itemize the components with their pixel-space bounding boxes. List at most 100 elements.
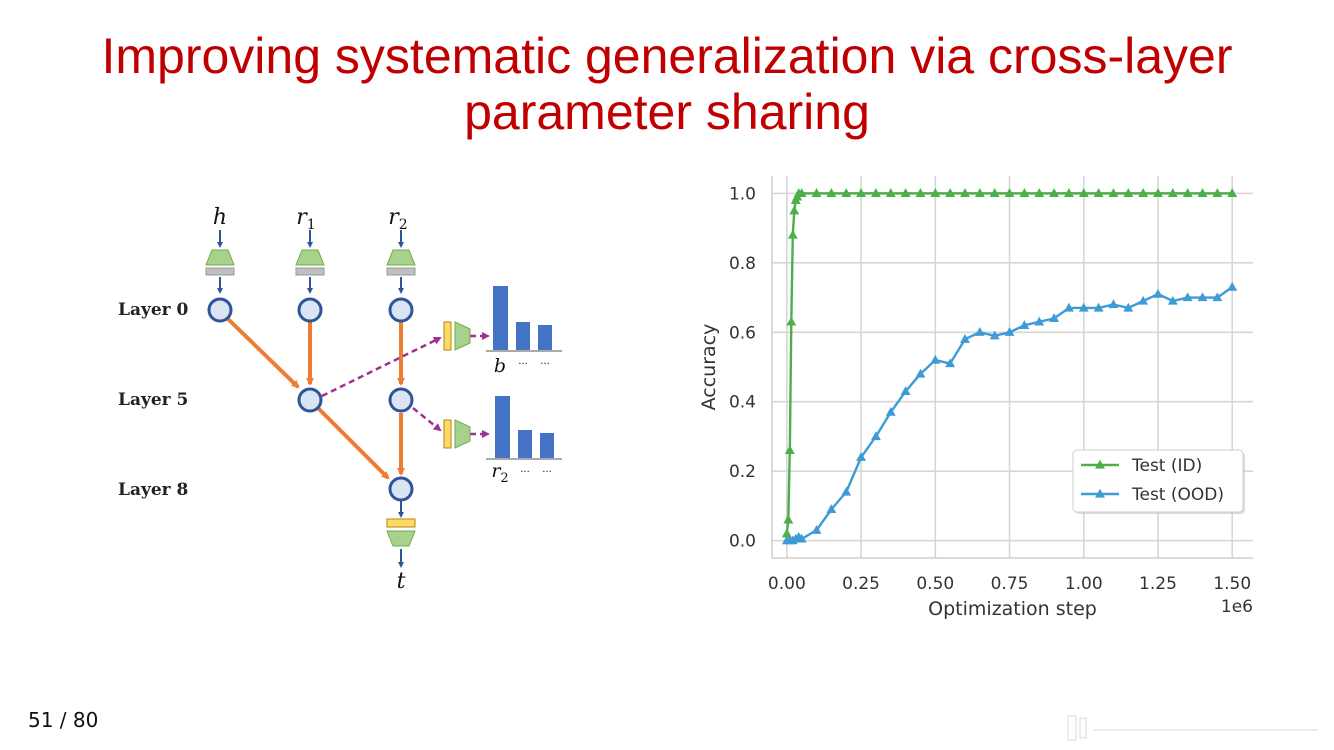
series-0-point (1212, 188, 1223, 198)
series-0-point (1063, 188, 1074, 198)
probe-2-label: r2 (491, 460, 508, 486)
slide-title: Improving systematic generalization via … (0, 28, 1334, 140)
y-axis-label: Accuracy (698, 324, 720, 411)
slide-title-line-2: parameter sharing (464, 84, 870, 140)
series-1-point (915, 368, 926, 378)
series-0-point (786, 316, 797, 326)
series-1-point (1004, 327, 1015, 336)
series-0-point (1167, 188, 1178, 198)
input-label-r1: r1 (296, 205, 315, 233)
series-0-point (781, 528, 792, 538)
series-1-point (1167, 295, 1178, 305)
series-0-point (1227, 188, 1238, 198)
x-tick-label: 0.50 (916, 574, 954, 594)
series-1-point (1153, 288, 1163, 298)
series-1-point (1182, 292, 1193, 302)
node-layer5-bridge (297, 387, 323, 413)
reasoning-edges (225, 316, 405, 480)
series-1-point (1138, 295, 1149, 305)
series-0-point (1078, 188, 1089, 198)
probe-1-label: b (494, 355, 506, 377)
svg-text:···: ··· (518, 359, 528, 370)
series-0-point (1108, 188, 1119, 198)
x-axis-multiplier: 1e6 (1221, 597, 1253, 617)
y-tick-label: 0.0 (729, 532, 756, 552)
series-0-point (841, 188, 852, 198)
series-0-point (1197, 188, 1208, 198)
legend-marker-1 (1095, 488, 1105, 498)
series-1-point (900, 386, 911, 395)
probe-decoder-2 (443, 419, 471, 449)
input-encoder-r2 (386, 230, 416, 294)
series-0-point (1034, 188, 1045, 198)
output-label-t: t (397, 569, 406, 594)
series-1-point (930, 354, 941, 364)
series-0-point (826, 188, 837, 198)
layer-label-0: Layer 0 (118, 300, 189, 320)
series-0-point (885, 188, 896, 198)
series-1-point (960, 334, 970, 343)
series-1-point (1019, 320, 1030, 329)
node-layer0-r2 (388, 297, 414, 323)
probe-decoder-1 (443, 321, 471, 351)
series-0-point (787, 229, 798, 239)
probe-distribution-1: b ··· ··· (486, 286, 562, 377)
x-tick-label: 0.25 (842, 574, 880, 594)
x-tick-label: 0.00 (768, 574, 806, 594)
series-0-point (870, 188, 881, 198)
output-decoder (386, 501, 416, 568)
series-1-point (945, 358, 956, 368)
series-0-point (1093, 188, 1104, 198)
series-0-point (783, 514, 794, 524)
series-0-point (930, 188, 941, 198)
series-1-point (1227, 281, 1238, 291)
x-axis-label: Optimization step (928, 598, 1097, 620)
node-layer8-t (388, 476, 414, 502)
series-1-point (1212, 292, 1223, 302)
y-tick-label: 0.8 (729, 254, 756, 274)
series-0-point (1182, 188, 1193, 198)
layer-nodes (207, 297, 414, 502)
node-layer0-r1 (297, 297, 323, 323)
layer-label-5: Layer 5 (118, 390, 188, 410)
series-1-point (974, 327, 985, 336)
series-1-point (989, 330, 1000, 340)
series-1-point (1123, 302, 1134, 312)
series-0-point (1123, 188, 1134, 198)
series-0-point (989, 188, 1000, 198)
node-layer0-h (207, 297, 233, 323)
x-tick-label: 0.75 (991, 574, 1029, 594)
series-0-point (1019, 188, 1030, 198)
legend-label-1: Test (OOD) (1131, 485, 1224, 505)
series-1-point (1034, 316, 1045, 326)
series-1-point (1197, 292, 1208, 302)
svg-text:···: ··· (540, 359, 550, 370)
chart-series (781, 188, 1238, 545)
series-0-point (945, 188, 956, 198)
series-0-point (1049, 188, 1060, 198)
series-0-point (784, 445, 795, 454)
series-1-point (1049, 313, 1060, 323)
series-1-point (811, 525, 822, 534)
series-1-point (856, 452, 867, 461)
series-0-point (900, 188, 911, 198)
series-1-point (841, 486, 852, 496)
slide-title-line-1: Improving systematic generalization via … (101, 28, 1233, 84)
y-tick-label: 0.6 (729, 323, 756, 343)
series-0-point (1004, 188, 1015, 198)
page-number: 51 / 80 (28, 708, 99, 732)
input-label-h: h (213, 205, 227, 230)
input-encoder-h (205, 230, 235, 294)
input-label-r2: r2 (388, 205, 407, 233)
cross-layer-diagram: h r1 r2 Layer 0 Layer 5 Layer 8 (118, 205, 562, 594)
series-1-point (1063, 302, 1074, 312)
series-0-point (789, 205, 800, 215)
series-1-point (826, 504, 837, 514)
y-tick-label: 0.4 (729, 393, 756, 413)
series-0-point (960, 188, 970, 198)
x-tick-label: 1.50 (1213, 574, 1251, 594)
accuracy-chart: 0.00 0.25 0.50 0.75 1.00 1.25 1.50 0.0 0.2 0.4 0.6… (698, 176, 1253, 620)
watermark-logo (1067, 715, 1318, 741)
layer-label-8: Layer 8 (118, 480, 188, 500)
series-0-point (1153, 188, 1163, 198)
